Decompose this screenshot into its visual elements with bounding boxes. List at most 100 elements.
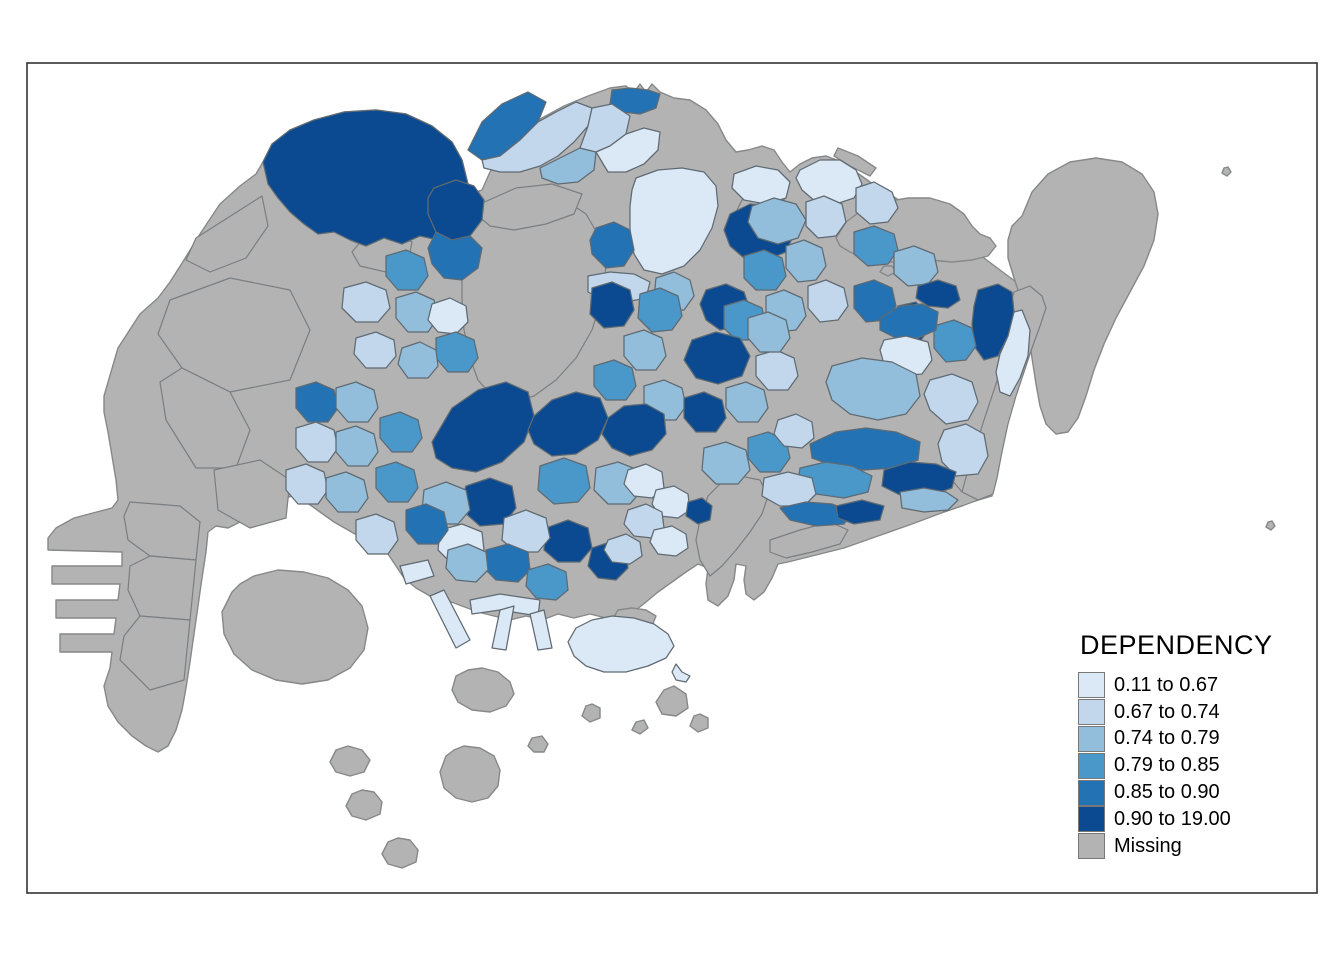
map-region-mid-5 xyxy=(593,359,637,401)
legend-swatch xyxy=(1078,672,1105,699)
landmass-pulau-senang xyxy=(381,837,419,869)
map-region-ne-9 xyxy=(807,279,849,323)
map-region-mid-7 xyxy=(725,381,769,423)
map-region-ne-2 xyxy=(855,181,899,225)
map-region-bukit-panjang xyxy=(435,331,479,373)
map-region-west-6 xyxy=(397,341,439,379)
map-region-jurong-east xyxy=(375,461,419,503)
map-region-cbd-2 xyxy=(651,485,691,519)
landmass-pulau-bukom xyxy=(451,667,515,713)
map-region-pasir-ris-e xyxy=(893,245,939,287)
map-region-sentosa xyxy=(567,615,675,673)
map-region-sengkang xyxy=(747,197,807,245)
landmass-coney-island xyxy=(833,147,877,177)
map-region-serangoon xyxy=(747,311,791,353)
map-region-east-3 xyxy=(933,319,977,363)
legend-swatch xyxy=(1078,806,1105,833)
map-region-coast-navy xyxy=(835,499,885,525)
map-region-siglap xyxy=(761,471,817,507)
map-region-north-13 xyxy=(731,165,791,205)
map-region-amk-east xyxy=(683,331,751,385)
missing-parcel-east-coast-parcel xyxy=(769,521,849,559)
missing-parcel-lim-chu-kang xyxy=(185,195,269,273)
map-region-pier-1 xyxy=(399,559,435,585)
map-region-north-10 xyxy=(589,221,635,269)
map-region-pier-2 xyxy=(429,589,471,649)
landmass-pulau-sebarok xyxy=(581,703,601,723)
landmass-pulau-semakau xyxy=(439,745,501,803)
map-region-mid-2 xyxy=(637,287,683,333)
legend-label: Missing xyxy=(1114,834,1182,857)
landmass-islet-southeast xyxy=(1265,520,1276,531)
map-region-yishun-pale xyxy=(629,167,719,275)
map-region-tampines xyxy=(825,357,921,421)
landmass-kusu-island xyxy=(689,713,709,733)
legend-label: 0.79 to 0.85 xyxy=(1114,754,1220,777)
map-region-west-8 xyxy=(295,381,339,423)
map-region-east-4 xyxy=(879,303,939,339)
missing-parcel-western-catchment-1 xyxy=(157,277,311,393)
map-region-west-16 xyxy=(405,503,449,545)
legend-item: 0.67 to 0.74 xyxy=(1078,699,1273,726)
map-region-south-7 xyxy=(525,563,569,601)
legend-item: 0.79 to 0.85 xyxy=(1078,752,1273,779)
map-region-navy-band-4 xyxy=(683,391,727,433)
map-region-kallang-2 xyxy=(747,431,791,473)
map-region-east-7 xyxy=(923,373,979,425)
map-region-clementi xyxy=(445,543,489,583)
legend-label: 0.90 to 19.00 xyxy=(1114,807,1231,830)
legend-item: 0.11 to 0.67 xyxy=(1078,672,1273,699)
missing-parcel-mandai xyxy=(475,183,583,231)
map-region-pasir-ris-w xyxy=(853,225,899,267)
map-region-west-13 xyxy=(285,463,329,505)
legend-swatch xyxy=(1078,725,1105,752)
legend: DEPENDENCY 0.11 to 0.67 0.67 to 0.74 0.74 … xyxy=(1078,630,1273,860)
legend-item: Missing xyxy=(1078,833,1273,860)
map-region-changi-edge xyxy=(971,283,1015,361)
legend-swatch xyxy=(1078,779,1105,806)
legend-swatch xyxy=(1078,699,1105,726)
map-region-kallang-3 xyxy=(773,413,815,449)
map-region-south-3 xyxy=(501,509,551,553)
map-region-west-4 xyxy=(427,297,469,335)
map-region-mid-4 xyxy=(623,329,667,371)
map-region-pier-5 xyxy=(529,609,553,651)
map-region-west-12 xyxy=(379,411,423,453)
map-region-west-11 xyxy=(335,425,379,467)
map-region-navy-band-3 xyxy=(601,403,667,457)
map-region-cck xyxy=(385,249,429,291)
legend-swatch xyxy=(1078,752,1105,779)
map-region-east-pale-strip xyxy=(995,309,1031,397)
legend-label: 0.67 to 0.74 xyxy=(1114,700,1220,723)
missing-parcel-western-catchment-2 xyxy=(159,367,251,469)
map-region-west-10 xyxy=(295,421,339,463)
map-region-south-1 xyxy=(537,457,591,505)
map-region-cbd-4 xyxy=(649,525,689,557)
landmass-pulau-sudong xyxy=(329,745,371,777)
missing-parcel-tuas-2 xyxy=(127,555,197,621)
map-region-navy-band-6 xyxy=(543,519,593,563)
landmass-st-johns-island xyxy=(655,685,689,717)
missing-parcel-pioneer xyxy=(213,459,291,529)
map-region-kallang-1 xyxy=(701,441,751,485)
landmass-pulau-hantu xyxy=(527,735,549,753)
legend-label: 0.74 to 0.79 xyxy=(1114,727,1220,750)
legend-label: 0.11 to 0.67 xyxy=(1114,673,1219,696)
legend-item: 0.90 to 19.00 xyxy=(1078,806,1273,833)
map-region-north-8 xyxy=(427,231,483,281)
legend-title: DEPENDENCY xyxy=(1080,630,1273,660)
map-region-mid-1 xyxy=(589,281,635,329)
map-region-cbd-5 xyxy=(603,533,643,565)
map-region-north-4 xyxy=(539,147,597,185)
map-region-west-2 xyxy=(341,281,391,323)
map-region-sentosa-tail xyxy=(671,663,691,683)
map-region-west-9 xyxy=(335,381,379,423)
landmass-jurong-island xyxy=(221,569,369,685)
legend-label: 0.85 to 0.90 xyxy=(1114,781,1220,804)
legend-item: 0.85 to 0.90 xyxy=(1078,779,1273,806)
landmass-pulau-pawai xyxy=(345,789,383,821)
map-region-navy-band-2 xyxy=(527,391,609,457)
landmass-sisters-islands xyxy=(631,719,649,735)
map-region-ne-6 xyxy=(785,239,827,283)
